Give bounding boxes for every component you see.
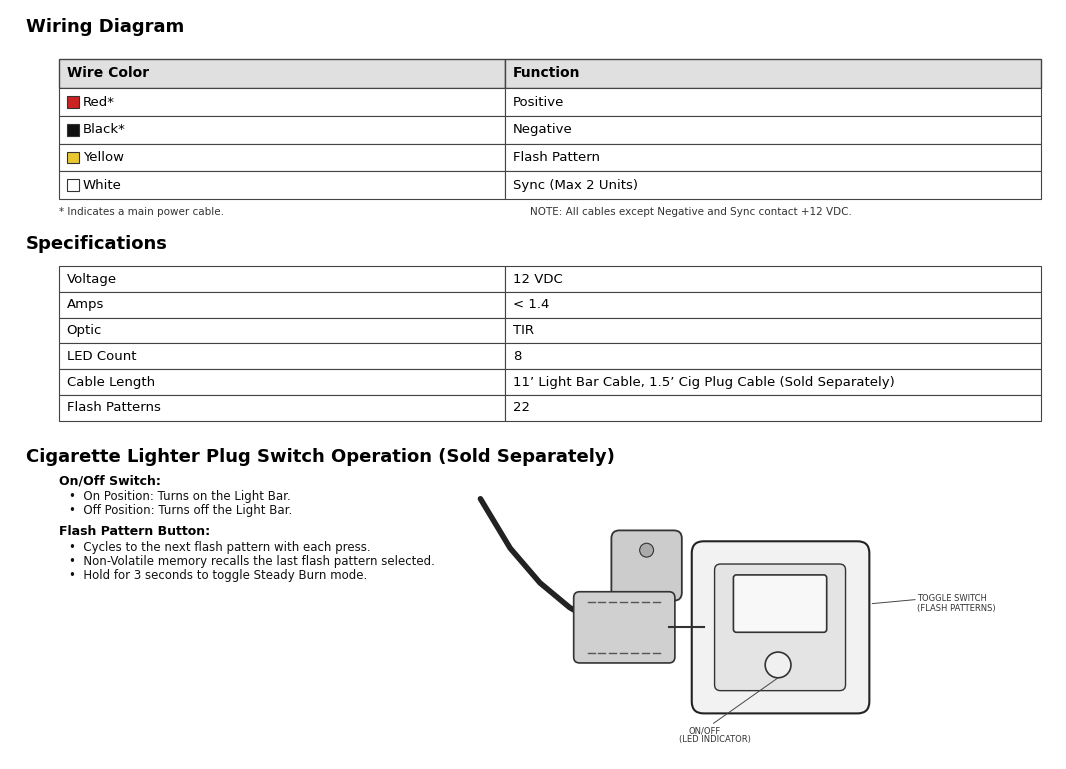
Text: Cable Length: Cable Length	[67, 375, 155, 388]
Text: Wiring Diagram: Wiring Diagram	[26, 18, 184, 36]
Bar	[59, 116, 505, 144]
Bar	[505, 344, 1041, 369]
FancyBboxPatch shape	[692, 541, 870, 714]
Text: Amps: Amps	[67, 298, 104, 311]
Text: NOTE: All cables except Negative and Sync contact +12 VDC.: NOTE: All cables except Negative and Syn…	[530, 207, 852, 217]
Bar	[67, 96, 79, 108]
Bar	[505, 318, 1041, 344]
FancyBboxPatch shape	[574, 591, 675, 663]
Text: Specifications: Specifications	[26, 235, 167, 253]
Text: 22: 22	[513, 401, 530, 414]
Bar	[505, 266, 1041, 292]
Bar	[67, 179, 79, 191]
Text: TOGGLE SWITCH: TOGGLE SWITCH	[917, 594, 987, 603]
Bar	[59, 369, 505, 395]
Text: TIR: TIR	[513, 324, 534, 337]
Text: Optic: Optic	[67, 324, 102, 337]
Text: Positive: Positive	[513, 95, 565, 108]
Text: Red*: Red*	[82, 95, 114, 108]
Text: 8: 8	[513, 350, 521, 363]
Bar	[505, 144, 1041, 171]
Text: •  Cycles to the next flash pattern with each press.: • Cycles to the next flash pattern with …	[68, 541, 370, 554]
Text: (FLASH PATTERNS): (FLASH PATTERNS)	[917, 604, 996, 613]
Text: •  On Position: Turns on the Light Bar.: • On Position: Turns on the Light Bar.	[68, 490, 290, 503]
Bar	[59, 58, 505, 88]
Bar	[505, 116, 1041, 144]
Bar	[59, 395, 505, 421]
Text: < 1.4: < 1.4	[513, 298, 550, 311]
FancyBboxPatch shape	[733, 575, 827, 632]
Text: Flash Patterns: Flash Patterns	[67, 401, 161, 414]
Bar	[59, 88, 505, 116]
Text: Black*: Black*	[82, 123, 126, 136]
Text: •  Off Position: Turns off the Light Bar.: • Off Position: Turns off the Light Bar.	[68, 504, 292, 517]
Bar	[59, 171, 505, 199]
Bar	[59, 318, 505, 344]
Circle shape	[640, 543, 653, 557]
Text: Cigarette Lighter Plug Switch Operation (Sold Separately): Cigarette Lighter Plug Switch Operation …	[26, 448, 615, 466]
Text: On/Off Switch:: On/Off Switch:	[59, 474, 161, 487]
Text: Yellow: Yellow	[82, 151, 124, 164]
Text: Function: Function	[513, 66, 581, 81]
Text: ON/OFF: ON/OFF	[689, 726, 721, 735]
Text: White: White	[82, 178, 122, 191]
Bar	[59, 144, 505, 171]
Text: Flash Pattern: Flash Pattern	[513, 151, 600, 164]
Text: (LED INDICATOR): (LED INDICATOR)	[679, 735, 750, 744]
Text: Flash Pattern Button:: Flash Pattern Button:	[59, 525, 210, 538]
Bar	[505, 58, 1041, 88]
Text: 11’ Light Bar Cable, 1.5’ Cig Plug Cable (Sold Separately): 11’ Light Bar Cable, 1.5’ Cig Plug Cable…	[513, 375, 894, 388]
Bar	[67, 124, 79, 135]
Bar	[67, 151, 79, 164]
Text: Sync (Max 2 Units): Sync (Max 2 Units)	[513, 178, 639, 191]
Text: Wire Color: Wire Color	[67, 66, 149, 81]
Bar	[59, 292, 505, 318]
Text: 12 VDC: 12 VDC	[513, 273, 563, 285]
Bar	[505, 88, 1041, 116]
Circle shape	[765, 652, 791, 677]
Bar	[505, 395, 1041, 421]
Text: •  Non-Volatile memory recalls the last flash pattern selected.: • Non-Volatile memory recalls the last f…	[68, 555, 435, 568]
Text: LED Count: LED Count	[67, 350, 136, 363]
Bar	[505, 292, 1041, 318]
FancyBboxPatch shape	[714, 564, 845, 691]
Text: •  Hold for 3 seconds to toggle Steady Burn mode.: • Hold for 3 seconds to toggle Steady Bu…	[68, 569, 367, 582]
Text: Negative: Negative	[513, 123, 572, 136]
Bar	[505, 369, 1041, 395]
Bar	[59, 266, 505, 292]
Text: * Indicates a main power cable.: * Indicates a main power cable.	[59, 207, 224, 217]
Bar	[505, 171, 1041, 199]
Text: Voltage: Voltage	[67, 273, 117, 285]
Bar	[59, 344, 505, 369]
FancyBboxPatch shape	[612, 531, 682, 601]
